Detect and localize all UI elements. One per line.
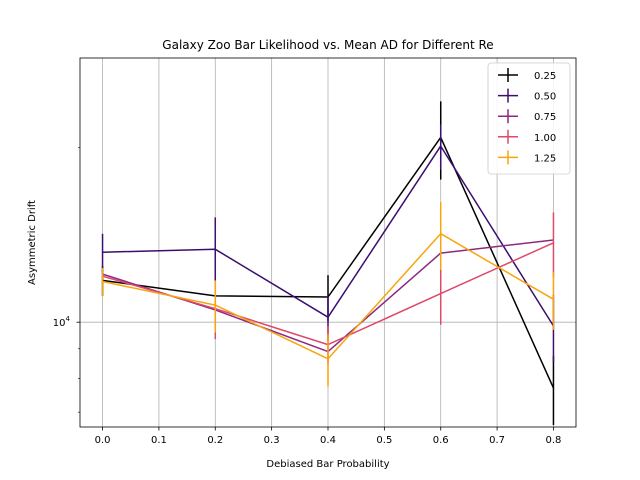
chart-title: Galaxy Zoo Bar Likelihood vs. Mean AD fo… [162, 38, 493, 52]
series-0.50 [101, 124, 555, 362]
series-line [102, 232, 554, 360]
x-tick-label: 0.6 [433, 435, 449, 446]
legend: 0.25 0.50 0.75 1.00 1.25 [487, 62, 571, 175]
x-tick-label: 0.4 [320, 435, 336, 446]
x-tick-label: 0.2 [207, 435, 223, 446]
legend-item: 0.75 [498, 109, 556, 124]
x-tick-label: 0.7 [489, 435, 505, 446]
legend-item: 1.25 [498, 150, 556, 165]
x-tick-label: 0.1 [151, 435, 167, 446]
series-1.25 [101, 202, 555, 387]
x-axis-label: Debiased Bar Probability [266, 459, 389, 470]
x-tick-label: 0.8 [546, 435, 562, 446]
series-line [102, 145, 555, 327]
series-layer [101, 101, 555, 426]
y-axis-label: Asymmetric Drift [27, 200, 38, 285]
x-tick-label: 0.0 [95, 435, 111, 446]
legend-item: 0.50 [498, 88, 556, 103]
legend-label: 0.25 [534, 71, 556, 82]
legend-item: 1.00 [498, 129, 556, 144]
x-tick-label: 0.3 [264, 435, 280, 446]
legend-label: 1.00 [534, 133, 556, 144]
legend-label: 1.25 [534, 153, 556, 164]
x-tick-label: 0.5 [376, 435, 392, 446]
legend-item: 0.25 [498, 68, 556, 82]
legend-label: 0.75 [534, 112, 556, 123]
legend-label: 0.50 [534, 92, 556, 103]
